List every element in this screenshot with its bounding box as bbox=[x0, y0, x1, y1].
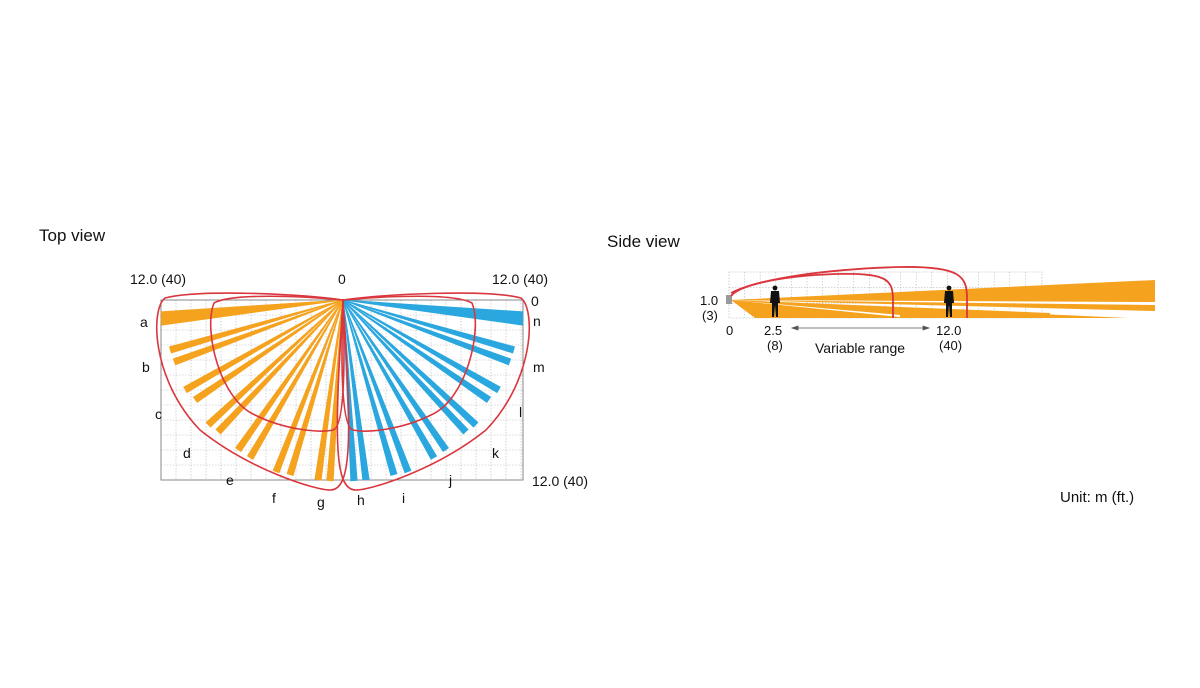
right-beam-4-2 bbox=[342, 299, 469, 435]
zone-letter-i: i bbox=[402, 490, 405, 506]
left-beam-5-1 bbox=[235, 299, 344, 453]
zone-letter-g: g bbox=[317, 494, 325, 510]
top-view-title: Top view bbox=[39, 226, 106, 245]
zone-letter-c: c bbox=[155, 406, 162, 422]
top-view-outlines bbox=[156, 292, 530, 491]
right-beam-6-1 bbox=[342, 299, 412, 474]
person-icon-far bbox=[944, 285, 954, 317]
zone-letter-d: d bbox=[183, 445, 191, 461]
right-beam-3-2 bbox=[342, 299, 492, 403]
left-beam-1-2 bbox=[160, 299, 344, 326]
near-distance-value: 2.5 bbox=[764, 323, 782, 338]
zone-letter-a: a bbox=[140, 314, 148, 330]
mount-height-value: 1.0 bbox=[700, 293, 718, 308]
top-left-range-label: 12.0 (40) bbox=[130, 271, 186, 287]
outline-left-wide bbox=[156, 292, 350, 491]
zone-letter-b: b bbox=[142, 359, 150, 375]
right-beam-5-1 bbox=[342, 299, 449, 453]
left-beam-2-2 bbox=[172, 299, 344, 366]
zone-letter-l: l bbox=[519, 404, 522, 420]
left-beam-6-2 bbox=[286, 299, 344, 477]
side-outline-far bbox=[730, 266, 968, 318]
zone-letter-j: j bbox=[448, 472, 452, 488]
left-beam-5-2 bbox=[246, 299, 344, 460]
right-beam-7-1 bbox=[342, 299, 370, 481]
zone-letter-f: f bbox=[272, 490, 276, 506]
left-beam-3-1 bbox=[183, 299, 344, 394]
right-beam-2-1 bbox=[342, 299, 516, 354]
top-center-zero-label: 0 bbox=[338, 271, 346, 287]
left-beam-3-2 bbox=[192, 299, 344, 403]
left-beam-7-1 bbox=[314, 299, 344, 481]
right-zero-label: 0 bbox=[531, 293, 539, 309]
left-beam-7-2 bbox=[326, 299, 344, 482]
range-arrow bbox=[790, 325, 931, 331]
zone-letter-h: h bbox=[357, 492, 365, 508]
outline-right-narrow bbox=[341, 295, 477, 432]
left-beam-6-1 bbox=[272, 299, 344, 474]
right-beam-4-1 bbox=[342, 299, 479, 428]
zone-letter-k: k bbox=[492, 445, 500, 461]
outline-left-narrow bbox=[209, 295, 345, 432]
right-range-label: 12.0 (40) bbox=[532, 473, 588, 489]
variable-range-label: Variable range bbox=[815, 340, 905, 356]
top-view-beams bbox=[160, 299, 524, 482]
left-beam-4-1 bbox=[205, 299, 344, 428]
side-view-title: Side view bbox=[607, 232, 680, 251]
mount-height-ft: (3) bbox=[702, 308, 718, 323]
zone-letter-n: n bbox=[533, 313, 541, 329]
side-view-beams bbox=[731, 280, 1155, 318]
zone-letter-e: e bbox=[226, 472, 234, 488]
side-view-outlines bbox=[730, 266, 968, 318]
far-distance-ft: (40) bbox=[939, 338, 962, 353]
right-beam-3-1 bbox=[342, 299, 501, 394]
left-beam-4-2 bbox=[215, 299, 344, 435]
axis-zero-label: 0 bbox=[726, 323, 733, 338]
person-icon-near bbox=[770, 285, 780, 317]
unit-label: Unit: m (ft.) bbox=[1060, 489, 1135, 506]
right-beam-5-2 bbox=[342, 299, 438, 460]
far-distance-value: 12.0 bbox=[936, 323, 961, 338]
side-beam-near bbox=[731, 300, 812, 318]
side-beam-gap-1 bbox=[731, 300, 1155, 305]
side-beam-lower bbox=[731, 300, 1128, 318]
top-right-range-label: 12.0 (40) bbox=[492, 271, 548, 287]
sensor-icon bbox=[726, 295, 732, 304]
right-beam-6-2 bbox=[342, 299, 398, 477]
near-distance-ft: (8) bbox=[767, 338, 783, 353]
right-beam-2-2 bbox=[342, 299, 512, 366]
outline-right-wide bbox=[336, 292, 530, 491]
right-beam-1-2 bbox=[342, 299, 524, 326]
zone-letter-m: m bbox=[533, 359, 545, 375]
